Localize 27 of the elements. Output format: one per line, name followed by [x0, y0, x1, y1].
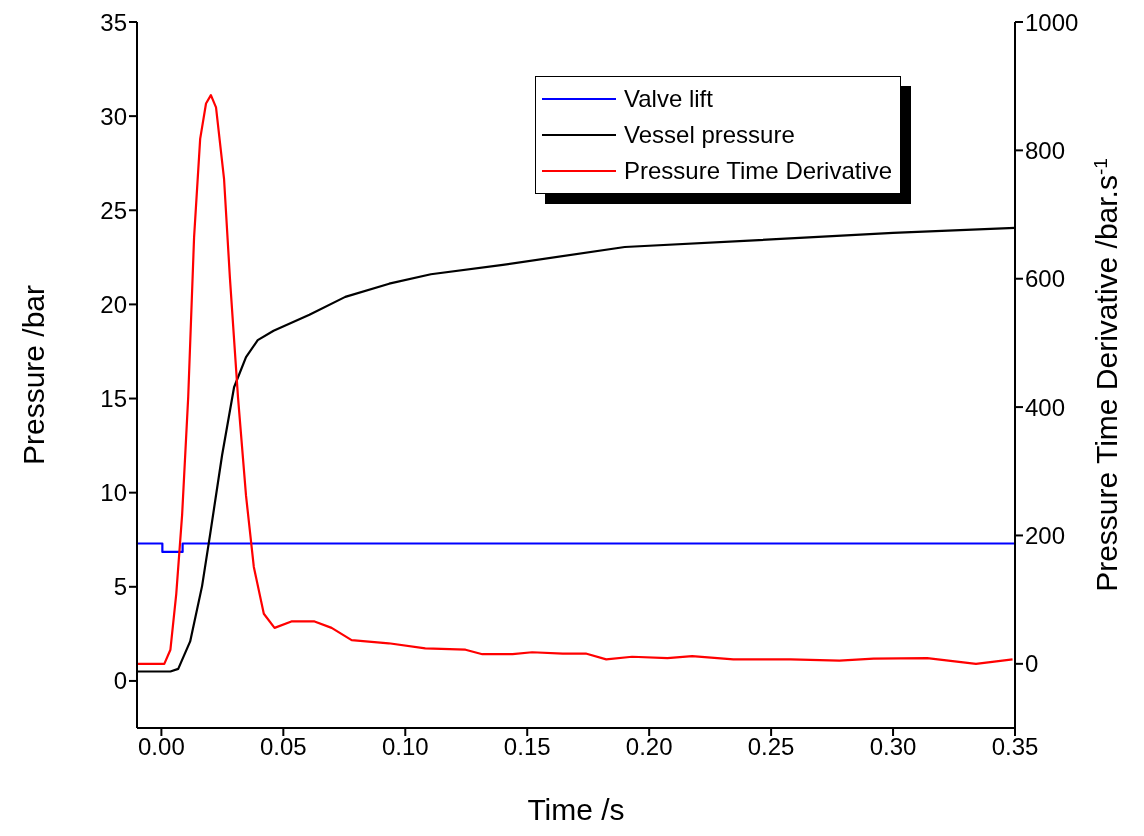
- x-tick-label: 0.25: [747, 733, 795, 761]
- x-tick-label: 0.05: [259, 733, 307, 761]
- y2-tick-label: 600: [1025, 265, 1066, 293]
- x-tick-label: 0.30: [869, 733, 917, 761]
- y-tick-label: 15: [100, 385, 127, 413]
- x-tick-label: 0.15: [503, 733, 551, 761]
- legend-label: Pressure Time Derivative: [624, 157, 893, 185]
- y-tick-label: 25: [100, 196, 127, 224]
- y-axis-title: Pressure /bar: [17, 284, 50, 466]
- y2-tick-label: 200: [1025, 521, 1066, 549]
- legend-label: Valve lift: [624, 85, 713, 113]
- y2-tick-label: 0: [1025, 650, 1039, 678]
- x-tick-label: 0.10: [381, 733, 429, 761]
- y-tick-label: 35: [100, 8, 127, 36]
- y-tick-label: 30: [100, 102, 127, 130]
- y-tick-label: 5: [113, 573, 127, 601]
- y-tick-label: 10: [100, 479, 127, 507]
- x-tick-label: 0.20: [625, 733, 673, 761]
- x-tick-label: 0.35: [991, 733, 1039, 761]
- y2-tick-label: 1000: [1025, 8, 1079, 36]
- y-tick-label: 20: [100, 290, 127, 318]
- x-tick-label: 0.00: [138, 733, 185, 761]
- y2-tick-label: 800: [1025, 136, 1066, 164]
- y2-tick-label: 400: [1025, 393, 1066, 421]
- legend-label: Vessel pressure: [624, 121, 795, 149]
- y-tick-label: 0: [113, 667, 127, 695]
- x-axis-title: Time /s: [527, 793, 625, 826]
